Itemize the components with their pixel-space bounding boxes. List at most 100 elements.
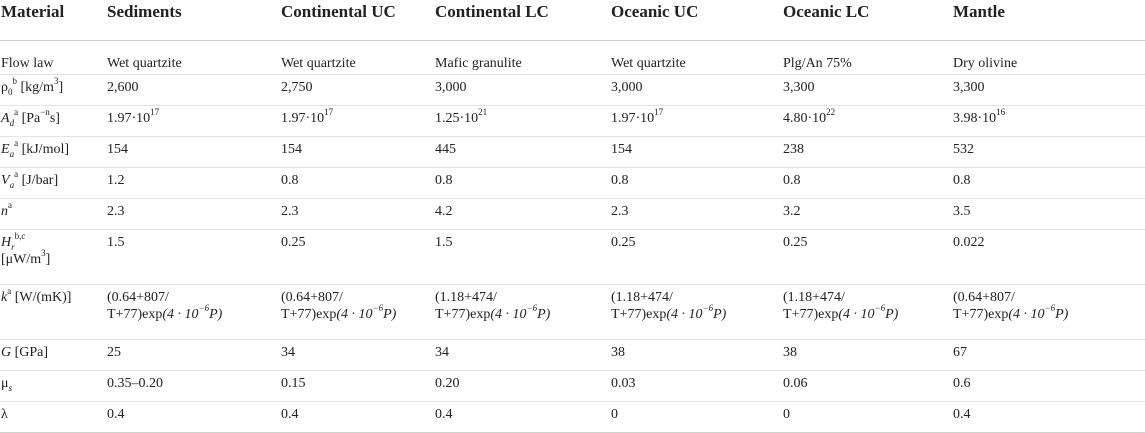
table-cell: 1.5 <box>107 229 281 285</box>
header-continental-uc: Continental UC <box>281 0 435 41</box>
table-cell: 1.97·1017 <box>281 105 435 137</box>
table-cell: (1.18+474/T+77)exp(4 · 10−6P) <box>783 284 953 340</box>
table-row-preexponential: Ada [Pa−ns] 1.97·1017 1.97·1017 1.25·102… <box>0 105 1145 137</box>
row-label-radiogenic-heat: Hrb,c [μW/m3] <box>0 229 107 285</box>
formula-prefix: T+77)exp <box>611 307 667 322</box>
exponent: 17 <box>654 107 664 118</box>
table-cell: 3.98·1016 <box>953 105 1145 137</box>
formula-line: T+77)exp(4 · 10−6P) <box>107 303 281 323</box>
superscript: a <box>14 107 19 118</box>
table-cell: 0.8 <box>783 167 953 199</box>
formula-line: (0.64+807/ <box>953 290 1015 305</box>
formula-exponent: −6 <box>702 303 714 314</box>
table-row-stress-exponent: na 2.3 2.3 4.2 2.3 3.2 3.5 <box>0 198 1145 230</box>
table-row-shear-modulus: G [GPa] 25 34 34 38 38 67 <box>0 339 1145 371</box>
table-row-pore-fluid: λ 0.4 0.4 0.4 0 0 0.4 <box>0 401 1145 433</box>
table-cell: Wet quartzite <box>611 40 783 75</box>
formula-expr: (4 · 10 <box>666 307 703 322</box>
table-cell: 0.4 <box>953 401 1145 433</box>
table-cell: 2.3 <box>281 198 435 230</box>
table-cell: 1.2 <box>107 167 281 199</box>
table-cell: 0.8 <box>953 167 1145 199</box>
table-row-density: ρ0b [kg/m3] 2,600 2,750 3,000 3,000 3,30… <box>0 74 1145 106</box>
superscript: b,c <box>14 231 26 242</box>
table-cell: 0.8 <box>435 167 611 199</box>
formula-expr: (4 · 10 <box>1008 307 1045 322</box>
table-cell: 1.25·1021 <box>435 105 611 137</box>
symbol: n <box>1 204 8 219</box>
table-cell: 0.25 <box>611 229 783 285</box>
formula-exponent: −6 <box>198 303 210 314</box>
formula-exponent: −6 <box>372 303 384 314</box>
table-cell: 2,750 <box>281 74 435 106</box>
header-row: Material Sediments Continental UC Contin… <box>0 0 1145 41</box>
table-row-thermal-conductivity: ka [W/(mK)] (0.64+807/T+77)exp(4 · 10−6P… <box>0 284 1145 340</box>
formula-end: P) <box>713 307 727 322</box>
formula-line: T+77)exp(4 · 10−6P) <box>435 304 611 323</box>
formula-end: P) <box>209 307 223 322</box>
exponent: 22 <box>826 107 836 118</box>
unit: [kg/m <box>20 80 54 95</box>
exponent: 16 <box>996 107 1006 118</box>
table-cell: 2.3 <box>611 198 783 230</box>
superscript: a <box>8 200 12 211</box>
mantissa: 1.97·10 <box>107 111 151 126</box>
table-cell: 1.5 <box>435 229 611 285</box>
table-cell: 1.97·1017 <box>611 105 783 137</box>
unit-end: s] <box>49 111 60 126</box>
unit: [J/bar] <box>21 173 59 188</box>
symbol: H <box>1 235 12 250</box>
table-cell: 34 <box>281 339 435 371</box>
formula-exponent: −6 <box>874 303 886 314</box>
formula-prefix: T+77)exp <box>953 307 1009 322</box>
subscript: 0 <box>8 86 13 97</box>
superscript: a <box>14 138 19 149</box>
exponent: 17 <box>150 107 160 118</box>
formula-end: P) <box>383 307 397 322</box>
table-cell: (1.18+474/T+77)exp(4 · 10−6P) <box>435 284 611 340</box>
table-cell: 0 <box>611 401 783 433</box>
table-cell: (0.64+807/T+77)exp(4 · 10−6P) <box>953 284 1145 340</box>
table-cell: 3,000 <box>611 74 783 106</box>
mantissa: 3.98·10 <box>953 111 997 126</box>
formula-line: (1.18+474/ <box>783 290 845 305</box>
table-cell: 0.8 <box>281 167 435 199</box>
superscript: a <box>7 286 12 297</box>
formula-prefix: T+77)exp <box>107 307 163 322</box>
formula-line: (1.18+474/ <box>611 290 673 305</box>
row-label-thermal-conductivity: ka [W/(mK)] <box>0 284 107 340</box>
formula-line: (1.18+474/ <box>435 290 497 305</box>
mantissa: 4.80·10 <box>783 111 827 126</box>
formula-line: T+77)exp(4 · 10−6P) <box>611 303 783 323</box>
header-sediments: Sediments <box>107 0 281 41</box>
header-material: Material <box>0 0 107 41</box>
formula-prefix: T+77)exp <box>281 307 337 322</box>
table-cell: 0.4 <box>281 401 435 433</box>
table-cell: 3,300 <box>783 74 953 106</box>
table-cell: 3,300 <box>953 74 1145 106</box>
unit-superscript: 3 <box>41 248 46 259</box>
table-cell: 238 <box>783 136 953 168</box>
unit-superscript: 3 <box>53 76 59 87</box>
formula-line: (0.64+807/ <box>281 290 343 305</box>
unit-superscript: −n <box>40 107 50 118</box>
mantissa: 1.97·10 <box>611 111 655 126</box>
table-cell: 4.80·1022 <box>783 105 953 137</box>
subscript: a <box>9 148 15 159</box>
table-cell: 154 <box>107 136 281 168</box>
table-cell: 25 <box>107 339 281 371</box>
table-cell: 4.2 <box>435 198 611 230</box>
table-cell: 0.8 <box>611 167 783 199</box>
table-cell: 2.3 <box>107 198 281 230</box>
formula-prefix: T+77)exp <box>783 307 839 322</box>
header-oceanic-uc: Oceanic UC <box>611 0 783 41</box>
subscript: s <box>8 382 13 393</box>
table-cell: 0.20 <box>435 370 611 402</box>
subscript: r <box>11 241 15 252</box>
table-cell: 67 <box>953 339 1145 371</box>
table-cell: Wet quartzite <box>107 40 281 75</box>
symbol: k <box>1 290 8 305</box>
formula-expr: (4 · 10 <box>162 307 199 322</box>
superscript: a <box>14 169 19 180</box>
